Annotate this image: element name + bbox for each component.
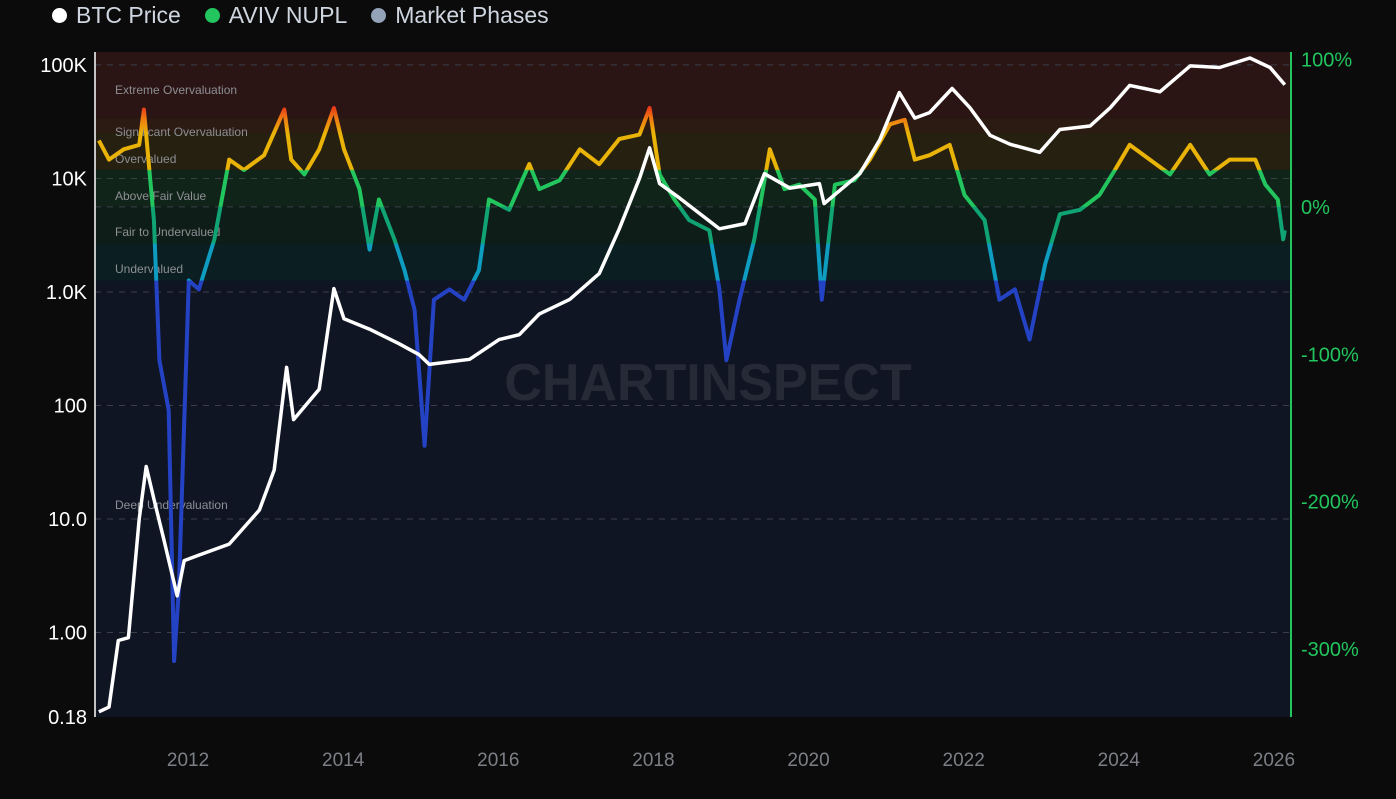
legend-dot-green-icon	[204, 8, 220, 23]
btc-price-line	[98, 56, 1287, 714]
legend-label: Market Phases	[395, 2, 549, 28]
right-axis-tick-label: -300%	[1301, 639, 1359, 661]
legend-label: BTC Price	[76, 2, 181, 28]
x-axis-tick-label: 2012	[167, 750, 209, 771]
legend-item-aviv-nupl[interactable]: AVIV NUPL	[204, 2, 348, 29]
left-axis-tick-label: 100	[54, 395, 87, 417]
x-axis-tick-label: 2018	[632, 750, 674, 771]
market-phase-label: Above Fair Value	[115, 189, 206, 203]
x-axis-tick-label: 2014	[322, 750, 365, 771]
x-axis-tick-label: 2016	[477, 750, 519, 771]
x-axis-tick-label: 2022	[943, 750, 985, 771]
legend: BTC Price AVIV NUPL Market Phases	[52, 2, 549, 29]
legend-item-btc-price[interactable]: BTC Price	[52, 2, 181, 29]
left-axis-tick-label: 0.18	[48, 707, 87, 729]
right-axis-tick-label: 0%	[1301, 197, 1330, 219]
left-axis-tick-label: 1.0K	[46, 282, 88, 304]
watermark-logo: CHARTINSPECT	[504, 354, 912, 412]
market-phase-band	[95, 243, 1291, 281]
left-axis-tick-label: 10.0	[48, 509, 87, 531]
x-axis-tick-label: 2020	[787, 750, 829, 771]
market-phase-band	[95, 52, 1291, 119]
left-axis-tick-label: 10K	[51, 168, 87, 190]
market-phase-band	[95, 133, 1291, 170]
market-phase-label: Significant Overvaluation	[115, 125, 248, 139]
market-phase-band	[95, 206, 1291, 244]
left-axis-tick-label: 100K	[40, 55, 87, 77]
market-phase-label: Undervalued	[115, 262, 183, 276]
legend-item-market-phases[interactable]: Market Phases	[371, 2, 549, 29]
legend-label: AVIV NUPL	[228, 2, 348, 28]
legend-dot-gray-icon	[371, 8, 387, 23]
market-phase-label: Extreme Overvaluation	[115, 83, 237, 97]
market-phase-band	[95, 118, 1291, 134]
left-axis-tick-label: 1.00	[48, 622, 87, 644]
aviv-nupl-line	[97, 106, 1287, 663]
market-phase-band	[95, 280, 1291, 717]
x-axis-tick-label: 2024	[1098, 750, 1141, 771]
legend-dot-white-icon	[52, 8, 67, 23]
right-axis-tick-label: -200%	[1301, 492, 1359, 514]
right-axis-tick-label: -100%	[1301, 344, 1359, 366]
right-axis-tick-label: 100%	[1301, 49, 1352, 71]
x-axis-tick-label: 2026	[1253, 750, 1295, 771]
market-phase-label: Fair to Undervalued	[115, 225, 220, 239]
market-phase-label: Overvalued	[115, 152, 176, 166]
